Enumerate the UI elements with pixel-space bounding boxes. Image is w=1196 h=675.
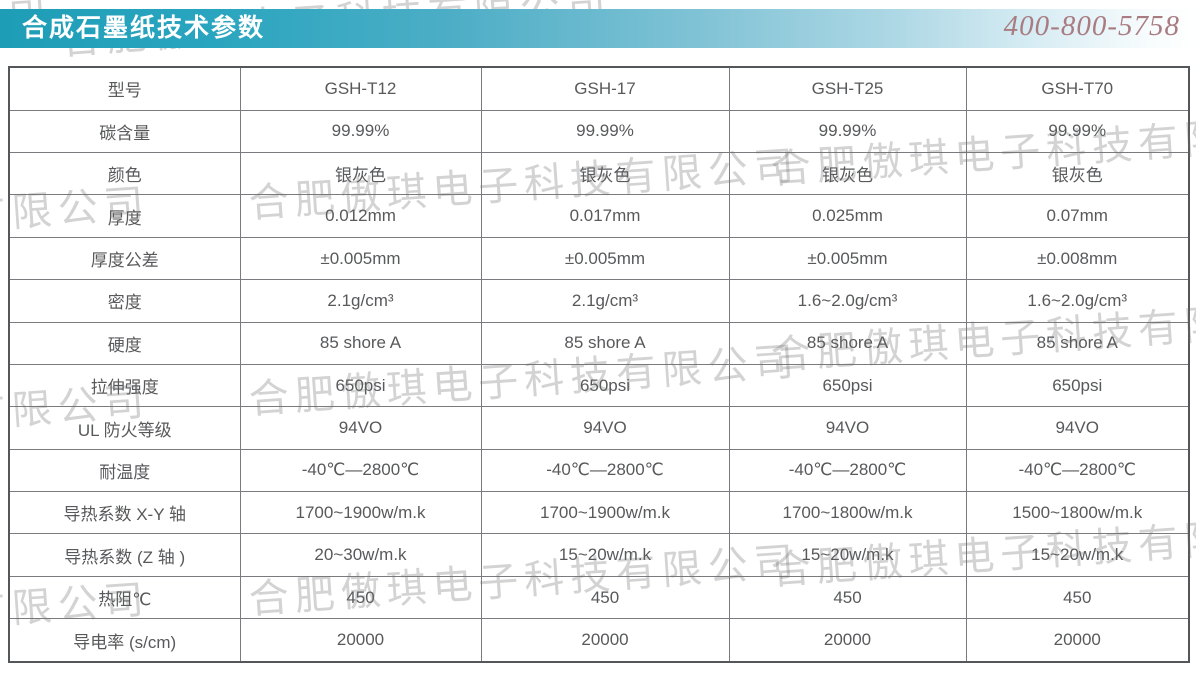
value-cell: 15~20w/m.k: [728, 533, 967, 577]
value-cell: 94VO: [965, 406, 1190, 450]
row-label-cell: 碳含量: [8, 109, 241, 154]
value-cell: 450: [480, 575, 730, 620]
value-cell: 85 shore A: [480, 321, 730, 365]
value-cell: 94VO: [480, 406, 730, 450]
row-label-cell: 颜色: [8, 152, 241, 196]
row-label-cell: 热阻℃: [8, 575, 241, 620]
table-row: UL 防火等级 94VO 94VO 94VO 94VO: [8, 406, 1190, 450]
value-cell: 银灰色: [728, 152, 967, 196]
row-label-cell: 拉伸强度: [8, 363, 241, 408]
value-cell: 99.99%: [239, 109, 482, 154]
value-cell: 450: [965, 575, 1190, 620]
value-cell: GSH-T70: [965, 66, 1190, 111]
row-label-cell: 硬度: [8, 321, 241, 365]
value-cell: 0.07mm: [965, 194, 1190, 238]
table-row: 颜色 银灰色 银灰色 银灰色 银灰色: [8, 152, 1190, 196]
value-cell: -40℃—2800℃: [965, 448, 1190, 493]
value-cell: ±0.005mm: [480, 236, 730, 281]
row-label-cell: 导热系数 (Z 轴 ): [8, 533, 241, 577]
row-label-cell: 导电率 (s/cm): [8, 618, 241, 663]
value-cell: 20~30w/m.k: [239, 533, 482, 577]
value-cell: GSH-17: [480, 66, 730, 111]
value-cell: 1700~1800w/m.k: [728, 491, 967, 535]
value-cell: 650psi: [728, 363, 967, 408]
table-row: 厚度公差 ±0.005mm ±0.005mm ±0.005mm ±0.008mm: [8, 236, 1190, 281]
value-cell: -40℃—2800℃: [728, 448, 967, 493]
value-cell: 99.99%: [728, 109, 967, 154]
table-row: 密度 2.1g/cm³ 2.1g/cm³ 1.6~2.0g/cm³ 1.6~2.0g/c…: [8, 279, 1190, 323]
table-row: 厚度 0.012mm 0.017mm 0.025mm 0.07mm: [8, 194, 1190, 238]
value-cell: 15~20w/m.k: [965, 533, 1190, 577]
value-cell: 85 shore A: [728, 321, 967, 365]
row-label-cell: 厚度公差: [8, 236, 241, 281]
value-cell: ±0.005mm: [239, 236, 482, 281]
value-cell: 0.025mm: [728, 194, 967, 238]
value-cell: 银灰色: [480, 152, 730, 196]
value-cell: -40℃—2800℃: [480, 448, 730, 493]
table-row: 耐温度 -40℃—2800℃ -40℃—2800℃ -40℃—2800℃ -40℃—28…: [8, 448, 1190, 493]
row-label-cell: 厚度: [8, 194, 241, 238]
value-cell: 99.99%: [965, 109, 1190, 154]
title-bar: 合成石墨纸技术参数: [0, 9, 1196, 48]
row-label-cell: 导热系数 X-Y 轴: [8, 491, 241, 535]
value-cell: 1700~1900w/m.k: [480, 491, 730, 535]
row-label-cell: UL 防火等级: [8, 406, 241, 450]
spec-table: 型号 GSH-T12 GSH-17 GSH-T25 GSH-T70 碳含量 99.99% 99…: [8, 66, 1190, 663]
value-cell: 650psi: [965, 363, 1190, 408]
value-cell: 0.012mm: [239, 194, 482, 238]
row-label-cell: 密度: [8, 279, 241, 323]
table-row: 碳含量 99.99% 99.99% 99.99% 99.99%: [8, 109, 1190, 154]
value-cell: ±0.008mm: [965, 236, 1190, 281]
value-cell: 450: [728, 575, 967, 620]
value-cell: 1.6~2.0g/cm³: [728, 279, 967, 323]
value-cell: 1.6~2.0g/cm³: [965, 279, 1190, 323]
table-row: 导电率 (s/cm) 20000 20000 20000 20000: [8, 618, 1190, 663]
row-label-cell: 耐温度: [8, 448, 241, 493]
value-cell: 94VO: [728, 406, 967, 450]
table-row: 硬度 85 shore A 85 shore A 85 shore A 85 shore…: [8, 321, 1190, 365]
value-cell: 94VO: [239, 406, 482, 450]
value-cell: 1700~1900w/m.k: [239, 491, 482, 535]
value-cell: 99.99%: [480, 109, 730, 154]
value-cell: 银灰色: [965, 152, 1190, 196]
value-cell: 85 shore A: [965, 321, 1190, 365]
value-cell: 20000: [239, 618, 482, 663]
value-cell: 2.1g/cm³: [480, 279, 730, 323]
value-cell: 650psi: [239, 363, 482, 408]
table-row: 导热系数 X-Y 轴 1700~1900w/m.k 1700~1900w/m.k 17…: [8, 491, 1190, 535]
row-label-cell: 型号: [8, 66, 241, 111]
value-cell: ±0.005mm: [728, 236, 967, 281]
value-cell: -40℃—2800℃: [239, 448, 482, 493]
value-cell: GSH-T25: [728, 66, 967, 111]
value-cell: 银灰色: [239, 152, 482, 196]
hotline-number: 400-800-5758: [1003, 10, 1180, 42]
value-cell: 0.017mm: [480, 194, 730, 238]
value-cell: 20000: [965, 618, 1190, 663]
table-row: 型号 GSH-T12 GSH-17 GSH-T25 GSH-T70: [8, 66, 1190, 111]
value-cell: 450: [239, 575, 482, 620]
value-cell: 1500~1800w/m.k: [965, 491, 1190, 535]
table-row: 热阻℃ 450 450 450 450: [8, 575, 1190, 620]
value-cell: 650psi: [480, 363, 730, 408]
table-row: 导热系数 (Z 轴 ) 20~30w/m.k 15~20w/m.k 15~20w/m.…: [8, 533, 1190, 577]
page-title: 合成石墨纸技术参数: [22, 14, 266, 42]
value-cell: GSH-T12: [239, 66, 482, 111]
value-cell: 85 shore A: [239, 321, 482, 365]
spec-table-body: 型号 GSH-T12 GSH-17 GSH-T25 GSH-T70 碳含量 99.99% 99…: [8, 66, 1190, 663]
value-cell: 15~20w/m.k: [480, 533, 730, 577]
value-cell: 20000: [728, 618, 967, 663]
value-cell: 2.1g/cm³: [239, 279, 482, 323]
value-cell: 20000: [480, 618, 730, 663]
table-row: 拉伸强度 650psi 650psi 650psi 650psi: [8, 363, 1190, 408]
